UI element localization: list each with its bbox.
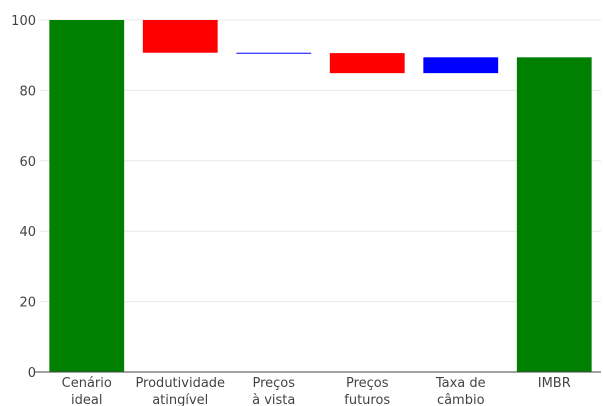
- x-tick-label: Preços à vista: [252, 376, 295, 406]
- x-tick-label-line: câmbio: [437, 393, 485, 406]
- y-tick-label: 60: [19, 155, 36, 170]
- bar-4: [423, 57, 499, 74]
- y-tick-labels: 0 20 40 60 80 100: [11, 14, 36, 381]
- x-tick-label: Preços futuros: [344, 376, 390, 406]
- x-tick-label: Taxa de câmbio: [435, 376, 486, 406]
- x-tick-label-line: Taxa de: [435, 376, 486, 391]
- x-tick-label-line: Cenário: [62, 376, 112, 391]
- y-tick-label: 100: [11, 14, 36, 29]
- x-tick-label: IMBR: [538, 376, 571, 391]
- y-tick-label: 80: [19, 84, 36, 99]
- bar-5: [516, 57, 592, 372]
- y-tick-label: 0: [28, 366, 36, 381]
- x-tick-label-line: Preços: [346, 376, 389, 391]
- y-tick-label: 40: [19, 225, 36, 240]
- x-tick-label-line: Produtividade: [135, 376, 225, 391]
- x-tick-label: Cenário ideal: [62, 376, 112, 406]
- x-tick-label-line: atingível: [152, 393, 208, 406]
- x-tick-label: Produtividade atingível: [135, 376, 225, 406]
- bar-3: [329, 53, 405, 74]
- bars: [49, 20, 592, 372]
- bar-0: [49, 20, 125, 372]
- x-tick-label-line: IMBR: [538, 376, 571, 391]
- x-tick-labels: Cenário ideal Produtividade atingível Preços…: [62, 376, 571, 406]
- x-tick-label-line: Preços: [252, 376, 295, 391]
- bar-1: [142, 20, 218, 53]
- y-tick-label: 20: [19, 296, 36, 311]
- bar-2: [236, 52, 312, 54]
- x-tick-label-line: futuros: [344, 393, 390, 406]
- gridlines: [40, 19, 601, 303]
- x-tick-label-line: à vista: [252, 393, 295, 406]
- x-tick-label-line: ideal: [71, 393, 102, 406]
